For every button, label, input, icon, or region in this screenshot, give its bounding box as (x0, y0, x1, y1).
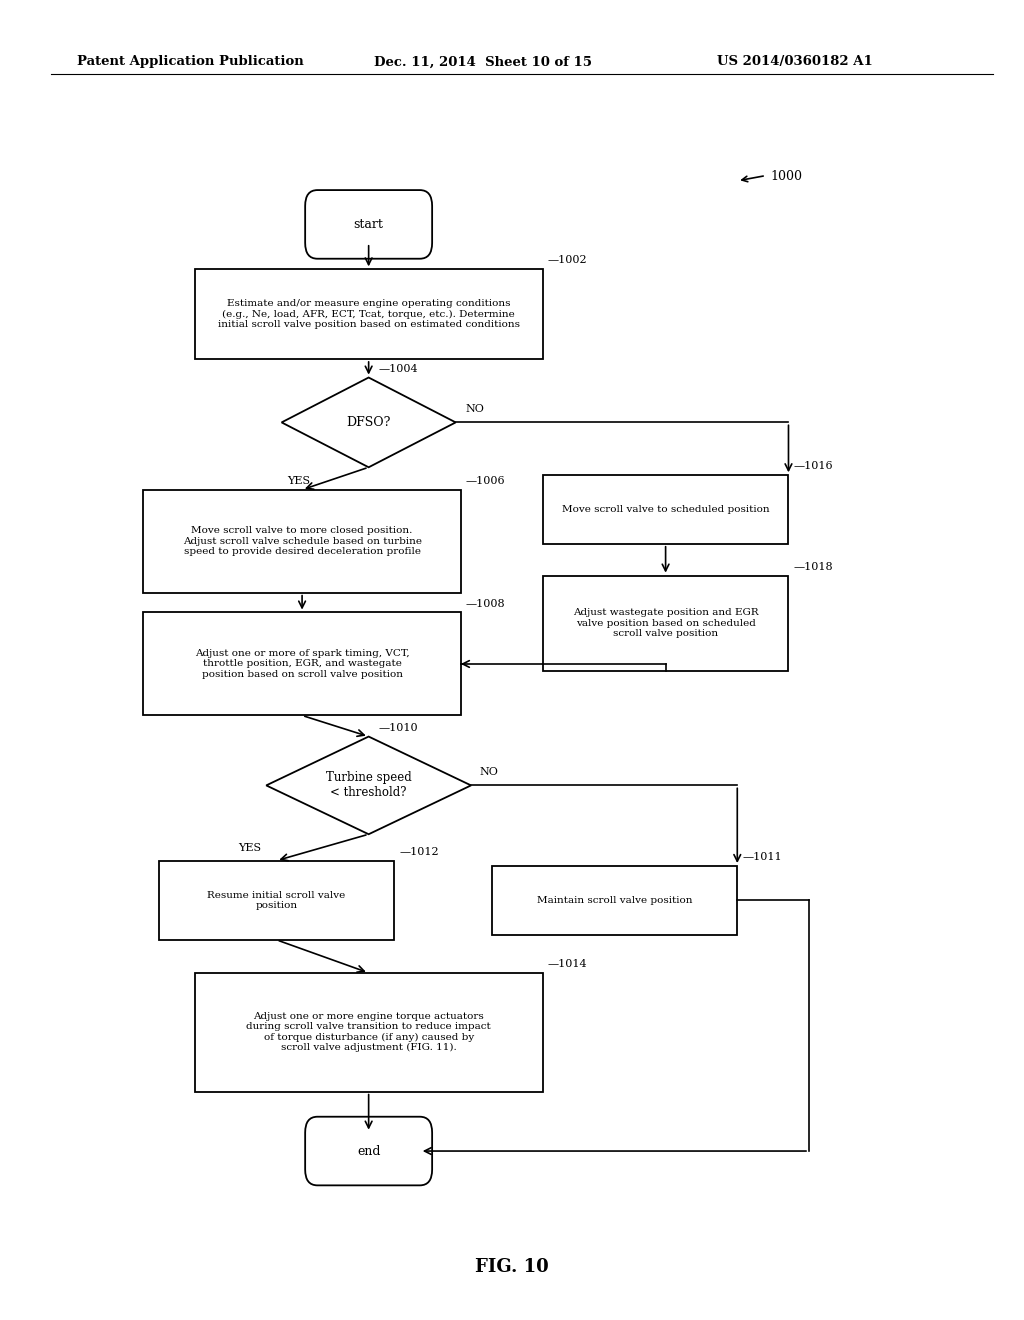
Text: —1008: —1008 (466, 598, 506, 609)
Bar (195, 973, 543, 1092)
Text: YES: YES (238, 843, 261, 854)
Text: NO: NO (479, 767, 498, 777)
Polygon shape (282, 378, 456, 467)
FancyBboxPatch shape (305, 1117, 432, 1185)
Text: —1011: —1011 (742, 851, 782, 862)
Text: Move scroll valve to scheduled position: Move scroll valve to scheduled position (562, 506, 769, 513)
Text: Patent Application Publication: Patent Application Publication (77, 55, 303, 69)
FancyBboxPatch shape (305, 190, 432, 259)
Text: —1006: —1006 (466, 475, 506, 486)
Text: Resume initial scroll valve
position: Resume initial scroll valve position (207, 891, 346, 909)
Polygon shape (266, 737, 471, 834)
Text: —1004: —1004 (379, 363, 419, 374)
Text: NO: NO (466, 404, 484, 414)
Text: DFSO?: DFSO? (346, 416, 391, 429)
Text: start: start (353, 218, 384, 231)
Text: —1016: —1016 (794, 461, 834, 471)
Text: Adjust one or more engine torque actuators
during scroll valve transition to red: Adjust one or more engine torque actuato… (246, 1012, 492, 1052)
Bar (543, 475, 788, 544)
Bar (143, 490, 461, 593)
Text: Turbine speed
< threshold?: Turbine speed < threshold? (326, 771, 412, 800)
Text: Dec. 11, 2014  Sheet 10 of 15: Dec. 11, 2014 Sheet 10 of 15 (374, 55, 592, 69)
Bar (492, 866, 737, 935)
Text: US 2014/0360182 A1: US 2014/0360182 A1 (717, 55, 872, 69)
Bar (143, 612, 461, 715)
Text: FIG. 10: FIG. 10 (475, 1258, 549, 1276)
Text: —1010: —1010 (379, 722, 419, 733)
Text: YES: YES (287, 477, 310, 487)
Text: end: end (357, 1144, 380, 1158)
Text: Estimate and/or measure engine operating conditions
(e.g., Ne, load, AFR, ECT, T: Estimate and/or measure engine operating… (218, 300, 519, 329)
Bar (543, 576, 788, 671)
Text: —1012: —1012 (399, 846, 439, 857)
Text: Adjust wastegate position and EGR
valve position based on scheduled
scroll valve: Adjust wastegate position and EGR valve … (572, 609, 759, 638)
Text: —1002: —1002 (548, 255, 588, 265)
Text: 1000: 1000 (770, 170, 802, 183)
Text: Move scroll valve to more closed position.
Adjust scroll valve schedule based on: Move scroll valve to more closed positio… (182, 527, 422, 556)
Text: Adjust one or more of spark timing, VCT,
throttle position, EGR, and wastegate
p: Adjust one or more of spark timing, VCT,… (195, 649, 410, 678)
Bar (159, 861, 394, 940)
Text: Maintain scroll valve position: Maintain scroll valve position (537, 896, 692, 904)
Text: —1014: —1014 (548, 958, 588, 969)
Text: —1018: —1018 (794, 561, 834, 572)
Bar (195, 269, 543, 359)
